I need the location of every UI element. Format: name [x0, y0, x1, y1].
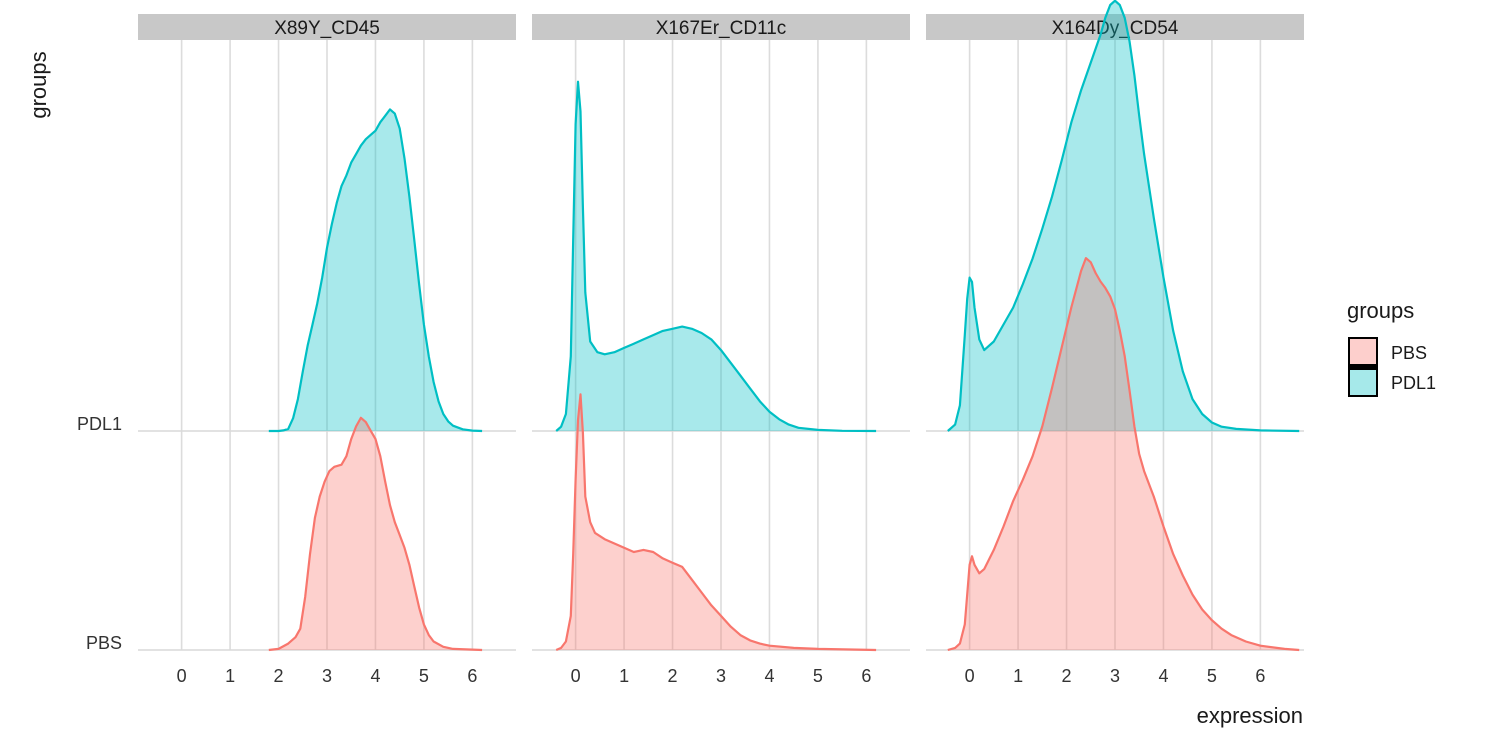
density-line-pdl1 [268, 108, 483, 433]
x-tick-label: 1 [619, 666, 629, 686]
density-line-pbs [947, 257, 1300, 652]
facet-strip [138, 14, 516, 40]
x-tick-label: 5 [1207, 666, 1217, 686]
x-tick-label: 3 [1110, 666, 1120, 686]
legend: groups PBS PDL1 [1347, 298, 1436, 397]
legend-title: groups [1347, 298, 1414, 323]
x-tick-label: 5 [419, 666, 429, 686]
x-tick-label: 0 [177, 666, 187, 686]
facet-strip [532, 14, 910, 40]
legend-key-pbs [1349, 338, 1377, 366]
x-tick-label: 4 [1158, 666, 1168, 686]
legend-label-pdl1: PDL1 [1391, 373, 1436, 393]
x-tick-label: 3 [716, 666, 726, 686]
density-area-pbs [556, 394, 877, 650]
density-line-pbs [268, 416, 483, 652]
facet-strip [926, 14, 1304, 40]
density-line-pdl1 [947, 0, 1300, 433]
density-line-pbs [555, 393, 877, 652]
facet-strip-label: X167Er_CD11c [656, 18, 787, 39]
facet-panel-2: X167Er_CD11c 0 1 2 3 4 5 6 [532, 14, 910, 686]
x-axis-title: expression [1197, 703, 1303, 728]
density-area-pbs [268, 417, 483, 650]
x-tick-label: 6 [1255, 666, 1265, 686]
x-tick-label: 6 [467, 666, 477, 686]
x-tick-label: 0 [965, 666, 975, 686]
density-line-pdl1 [555, 80, 877, 433]
x-tick-label: 2 [1062, 666, 1072, 686]
x-tick-label: 6 [861, 666, 871, 686]
y-tick-label-pdl1: PDL1 [77, 414, 122, 434]
facet-strip-label: X164Dy_CD54 [1052, 18, 1179, 39]
x-tick-label: 0 [571, 666, 581, 686]
y-axis: PBS PDL1 groups [26, 51, 122, 653]
x-tick-label: 1 [225, 666, 235, 686]
x-tick-label: 4 [764, 666, 774, 686]
facet-strip-label: X89Y_CD45 [274, 18, 380, 39]
density-area-pdl1 [947, 0, 1300, 431]
y-tick-label-pbs: PBS [86, 633, 122, 653]
x-tick-label: 4 [370, 666, 380, 686]
x-tick-label: 1 [1013, 666, 1023, 686]
legend-key-pdl1 [1349, 368, 1377, 396]
density-area-pdl1 [268, 109, 483, 432]
y-axis-title: groups [26, 51, 51, 118]
legend-label-pbs: PBS [1391, 343, 1427, 363]
facet-panel-3: X164Dy_CD54 0 1 2 3 4 5 6 [926, 0, 1304, 686]
density-area-pdl1 [556, 81, 877, 431]
facet-panel-1: X89Y_CD45 0 1 2 3 4 5 6 [138, 14, 516, 686]
density-area-pbs [947, 258, 1300, 650]
x-tick-label: 2 [668, 666, 678, 686]
x-tick-label: 5 [813, 666, 823, 686]
x-tick-label: 3 [322, 666, 332, 686]
legend-key-divider [1349, 364, 1377, 370]
x-tick-label: 2 [274, 666, 284, 686]
